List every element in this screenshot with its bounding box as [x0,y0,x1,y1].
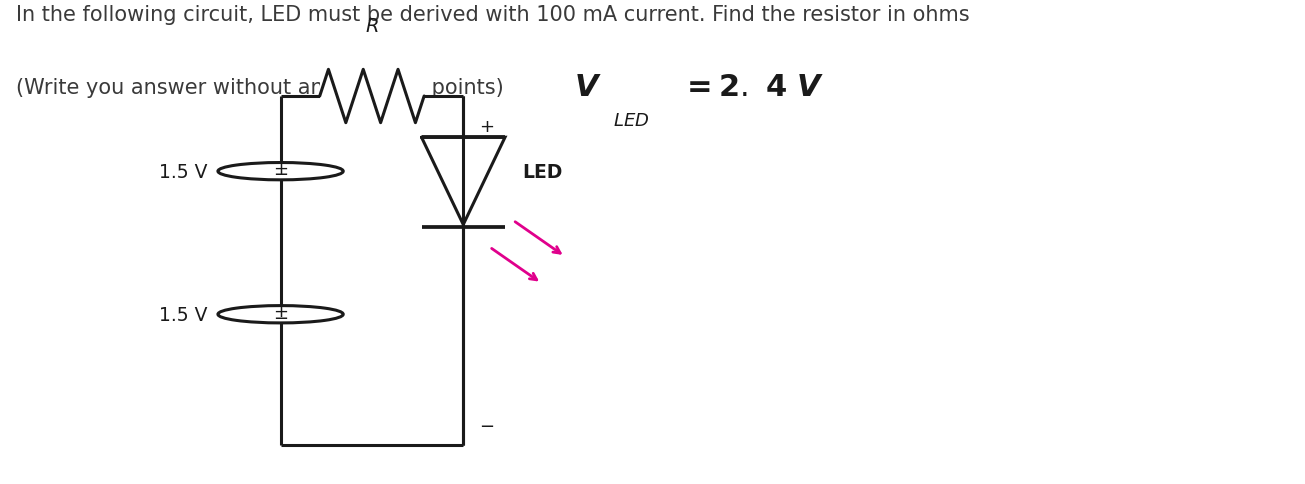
Text: $\boldsymbol{V}$: $\boldsymbol{V}$ [574,73,602,102]
Bar [459,97,467,445]
Text: 1.5 V: 1.5 V [159,162,207,182]
Text: LED: LED [522,162,562,182]
Text: −: − [479,418,495,436]
Bar [320,68,424,126]
Text: In the following circuit, LED must be derived with 100 mA current. Find the resi: In the following circuit, LED must be de… [16,5,970,25]
Text: −: − [273,309,288,327]
Text: $R$: $R$ [365,17,378,36]
Text: $\boldsymbol{= 2.\ 4\ V}$: $\boldsymbol{= 2.\ 4\ V}$ [681,73,825,102]
Text: −: − [273,166,288,184]
Text: (Write you answer without any decimal points): (Write you answer without any decimal po… [16,77,504,97]
Text: +: + [273,302,288,320]
Text: 1.5 V: 1.5 V [159,305,207,324]
Text: $\boldsymbol{\mathit{LED}}$: $\boldsymbol{\mathit{LED}}$ [613,112,650,130]
Text: +: + [479,118,493,136]
Ellipse shape [218,306,343,323]
Ellipse shape [218,163,343,181]
Text: +: + [273,160,288,178]
